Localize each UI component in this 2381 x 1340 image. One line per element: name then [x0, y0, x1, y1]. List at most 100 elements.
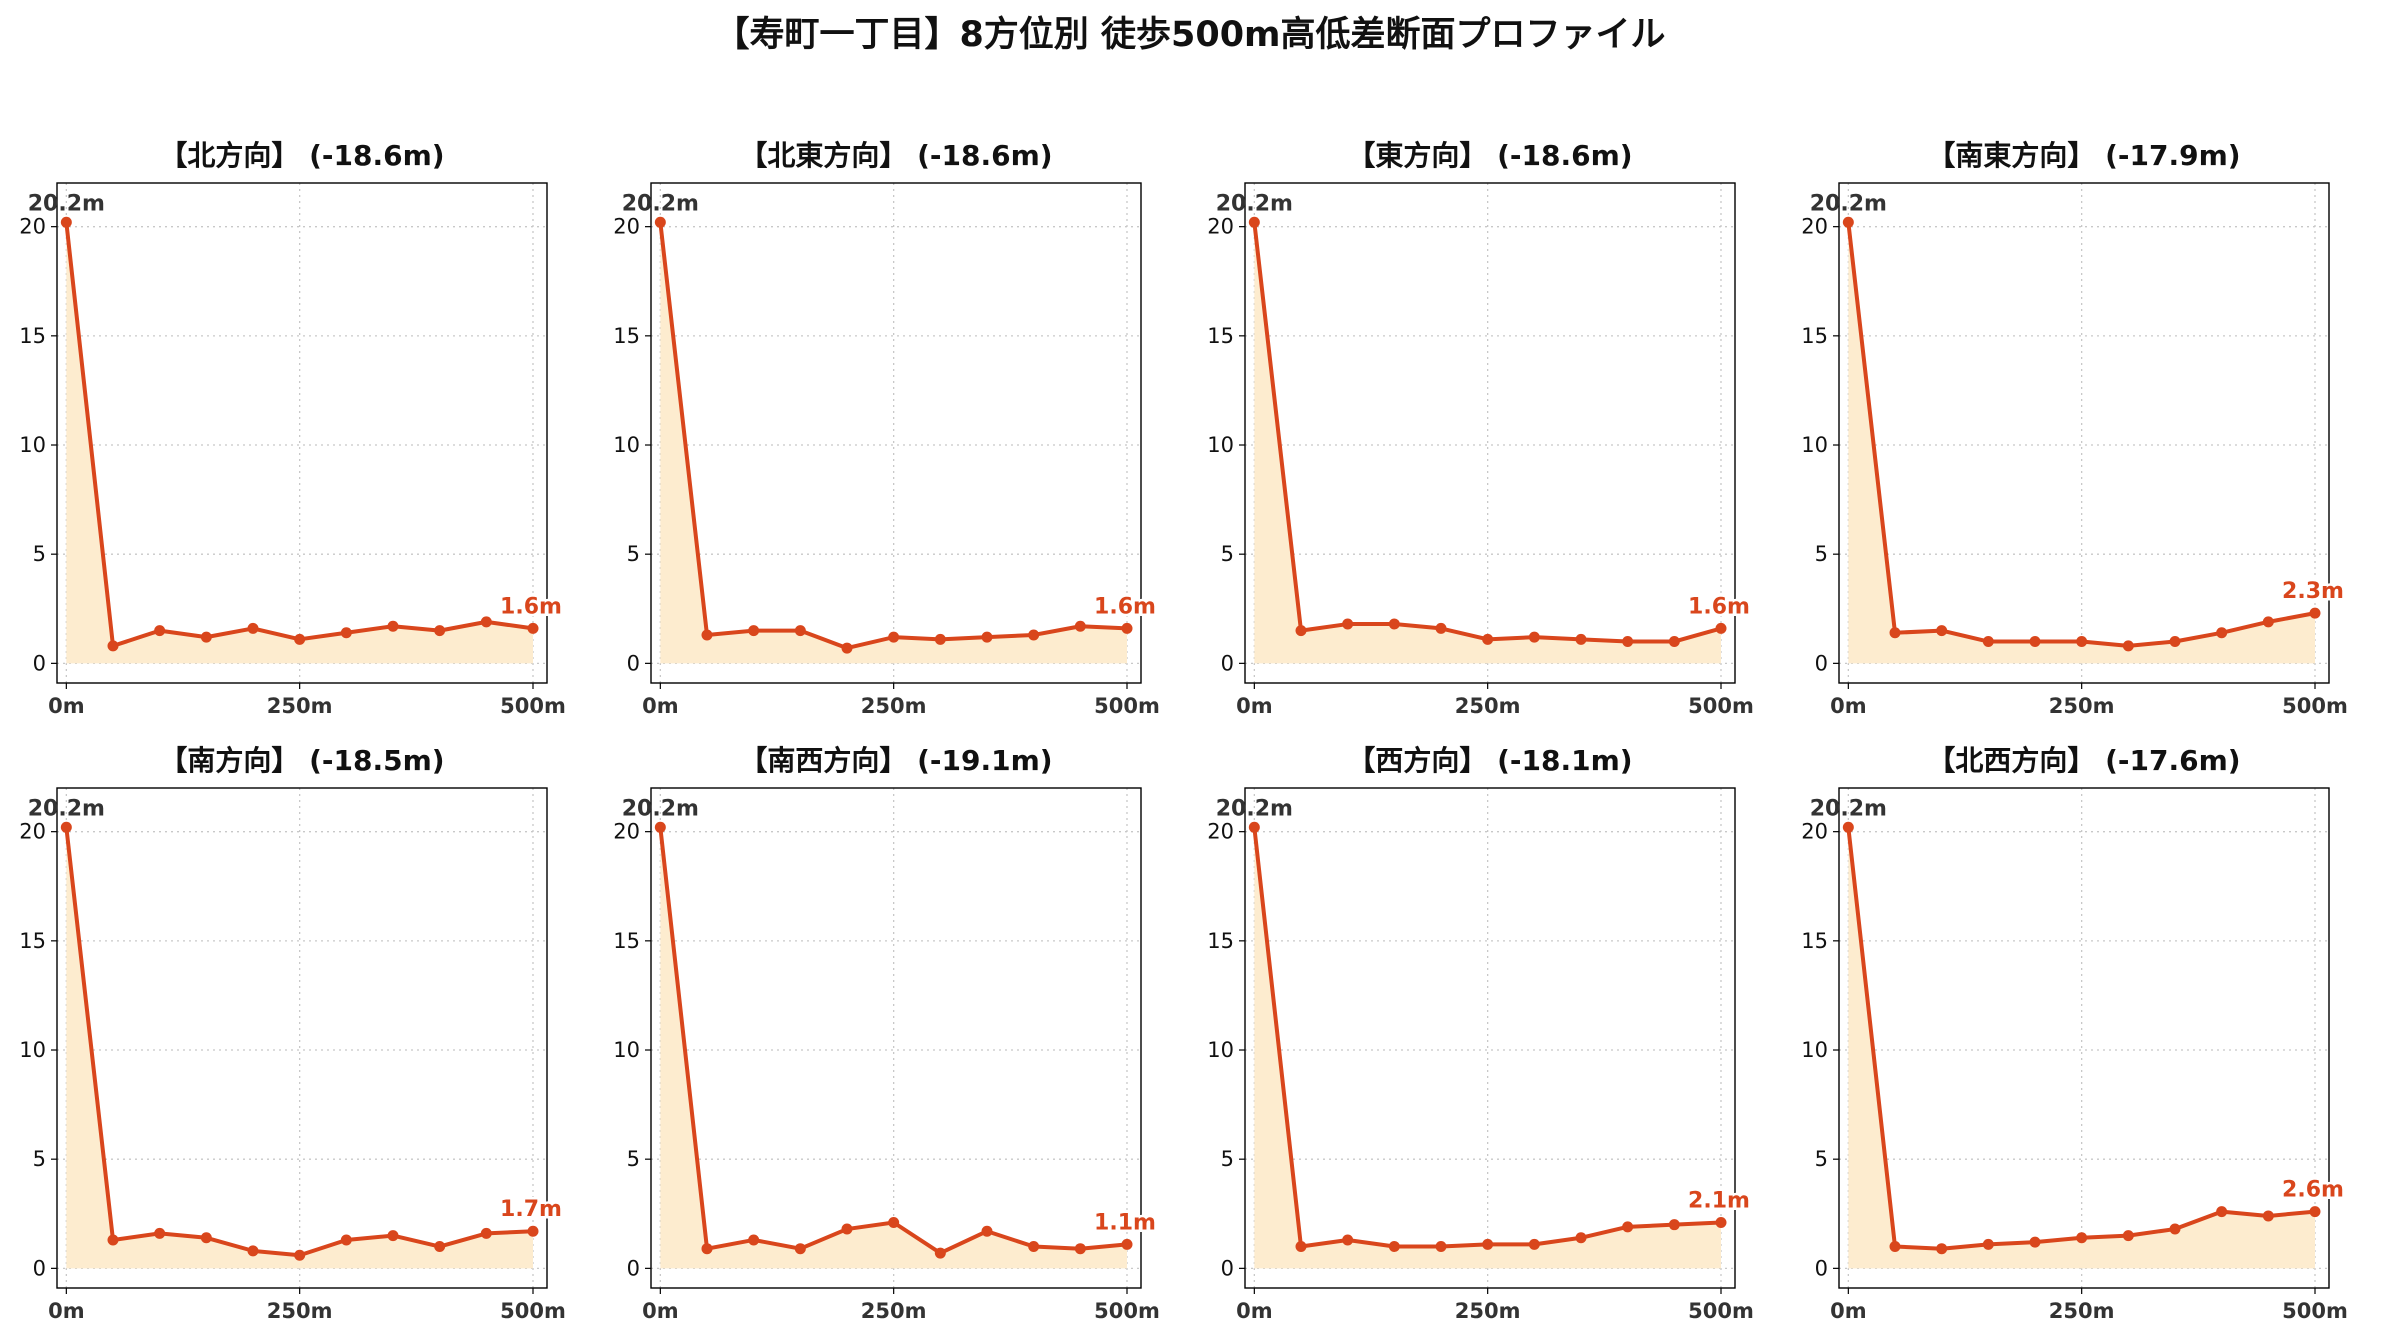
elevation-point — [2076, 636, 2088, 648]
x-tick-label: 250m — [1455, 1299, 1521, 1323]
elevation-point — [1528, 1238, 1540, 1250]
elevation-point — [1575, 633, 1587, 645]
elevation-point — [748, 1234, 760, 1246]
elevation-point — [1342, 1234, 1354, 1246]
profile-panel-7: 【北西方向】 (-17.6m) 0 5 10 15 20 0m 250m 500m 20.2m 2.… — [1801, 744, 2348, 1323]
elevation-point — [527, 622, 539, 634]
y-tick-label: 15 — [1207, 929, 1234, 953]
profile-panel-5: 【南西方向】 (-19.1m) 0 5 10 15 20 0m 250m 500m 20.2m 1.… — [613, 744, 1160, 1323]
axes-frame — [1244, 182, 1736, 684]
elevation-point — [1121, 1238, 1133, 1250]
y-tick-label: 15 — [613, 929, 640, 953]
elevation-point — [1982, 1238, 1994, 1250]
elevation-point — [1528, 631, 1540, 643]
profile-panel-1: 【北東方向】 (-18.6m) 0 5 10 15 20 0m 250m 500m 20.2m 1.… — [613, 139, 1160, 718]
elevation-point — [1295, 625, 1307, 637]
elevation-point — [654, 821, 666, 833]
elevation-point — [2122, 1230, 2134, 1242]
elevation-point — [1982, 636, 1994, 648]
elevation-point — [1342, 618, 1354, 630]
elevation-point — [2216, 627, 2228, 639]
y-tick-label: 0 — [33, 651, 46, 675]
elevation-point — [888, 631, 900, 643]
elevation-point — [1028, 1241, 1040, 1253]
x-tick-label: 250m — [1455, 694, 1521, 718]
elevation-point — [1121, 622, 1133, 634]
elevation-point — [1482, 633, 1494, 645]
elevation-point — [387, 1230, 399, 1242]
y-tick-label: 20 — [1801, 820, 1828, 844]
elevation-point — [1936, 1243, 1948, 1255]
elevation-point — [200, 631, 212, 643]
elevation-point — [2169, 636, 2181, 648]
elevation-point — [1668, 1219, 1680, 1231]
elevation-point — [154, 1227, 166, 1239]
y-tick-label: 10 — [1801, 433, 1828, 457]
elevation-point — [527, 1225, 539, 1237]
profile-panel-0: 【北方向】 (-18.6m) 0 5 10 15 20 0m 250m 500m 20.2m 1.6… — [19, 139, 566, 718]
y-tick-label: 15 — [613, 324, 640, 348]
elevation-point — [934, 1247, 946, 1259]
x-tick-label: 0m — [48, 694, 85, 718]
x-tick-label: 500m — [1094, 1299, 1160, 1323]
y-tick-label: 10 — [613, 1038, 640, 1062]
elevation-point — [1388, 618, 1400, 630]
y-tick-label: 10 — [19, 433, 46, 457]
axes-frame — [1838, 787, 2330, 1289]
y-tick-label: 5 — [627, 542, 640, 566]
elevation-point — [1936, 625, 1948, 637]
x-tick-label: 250m — [2049, 1299, 2115, 1323]
y-tick-label: 0 — [1815, 651, 1828, 675]
start-elevation-label: 20.2m — [1810, 796, 1887, 821]
elevation-point — [60, 821, 72, 833]
elevation-point — [2309, 607, 2321, 619]
elevation-point — [1715, 1216, 1727, 1228]
x-tick-label: 0m — [1830, 1299, 1867, 1323]
elevation-point — [794, 1243, 806, 1255]
elevation-point — [981, 631, 993, 643]
elevation-point — [1248, 216, 1260, 228]
elevation-point — [2169, 1223, 2181, 1235]
axes-frame — [650, 182, 1142, 684]
axes-frame — [1838, 182, 2330, 684]
elevation-point — [1715, 622, 1727, 634]
elevation-point — [1889, 627, 1901, 639]
elevation-point — [841, 1223, 853, 1235]
elevation-point — [2029, 636, 2041, 648]
elevation-point — [60, 216, 72, 228]
elevation-point — [340, 627, 352, 639]
elevation-point — [1842, 216, 1854, 228]
elevation-point — [2029, 1236, 2041, 1248]
y-tick-label: 20 — [1801, 215, 1828, 239]
x-tick-label: 0m — [48, 1299, 85, 1323]
y-tick-label: 5 — [1815, 1147, 1828, 1171]
elevation-point — [1295, 1241, 1307, 1253]
x-tick-label: 250m — [861, 694, 927, 718]
elevation-point — [701, 1243, 713, 1255]
y-tick-label: 20 — [19, 215, 46, 239]
panel-title: 【北西方向】 (-17.6m) — [1927, 744, 2240, 777]
elevation-point — [981, 1225, 993, 1237]
x-tick-label: 0m — [642, 1299, 679, 1323]
elevation-point — [1248, 821, 1260, 833]
elevation-point — [154, 625, 166, 637]
panel-title: 【南東方向】 (-17.9m) — [1927, 139, 2240, 172]
elevation-point — [434, 1241, 446, 1253]
elevation-point — [1622, 636, 1634, 648]
y-tick-label: 20 — [19, 820, 46, 844]
elevation-point — [434, 625, 446, 637]
profile-panel-6: 【西方向】 (-18.1m) 0 5 10 15 20 0m 250m 500m 20.2m 2.1… — [1207, 744, 1754, 1323]
y-tick-label: 0 — [1221, 651, 1234, 675]
x-tick-label: 0m — [1236, 694, 1273, 718]
x-tick-label: 250m — [267, 694, 333, 718]
x-tick-label: 500m — [2282, 1299, 2348, 1323]
axes-frame — [1244, 787, 1736, 1289]
elevation-point — [1668, 636, 1680, 648]
end-elevation-label: 2.1m — [1688, 1188, 1750, 1213]
start-elevation-label: 20.2m — [28, 796, 105, 821]
x-tick-label: 500m — [1094, 694, 1160, 718]
x-tick-label: 0m — [1830, 694, 1867, 718]
elevation-point — [247, 1245, 259, 1257]
elevation-point — [1575, 1232, 1587, 1244]
